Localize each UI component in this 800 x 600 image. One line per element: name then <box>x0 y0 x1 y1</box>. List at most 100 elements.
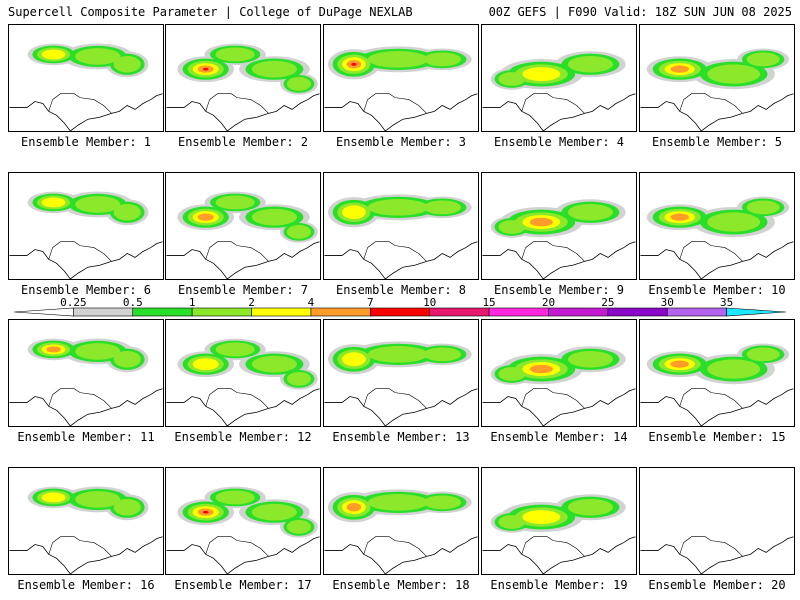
scp-contour <box>197 213 214 221</box>
colorbar-swatch <box>548 307 609 317</box>
scp-contour <box>367 346 429 363</box>
coastline-outline <box>482 241 636 279</box>
state-border-outline <box>363 93 427 114</box>
ensemble-member-map <box>8 24 164 132</box>
state-border-outline <box>48 388 112 409</box>
ensemble-member-label: Ensemble Member: 10 <box>648 283 786 297</box>
ensemble-member-label: Ensemble Member: 2 <box>177 135 309 149</box>
scp-contour <box>529 217 553 227</box>
colorbar-tick-label: 2 <box>248 296 255 309</box>
coastline-outline <box>9 536 163 574</box>
colorbar-tick-label: 4 <box>308 296 315 309</box>
scp-contour <box>41 49 66 60</box>
coastline-outline <box>324 388 478 426</box>
state-border-outline <box>48 93 112 114</box>
state-border-outline <box>679 241 743 262</box>
state-border-outline <box>363 536 427 557</box>
colorbar-swatch <box>488 307 549 317</box>
scp-contour <box>423 347 462 362</box>
colorbar-swatch <box>370 307 430 317</box>
scp-contour <box>251 503 298 521</box>
ensemble-member-label: Ensemble Member: 14 <box>490 430 628 444</box>
ensemble-member-map <box>481 172 637 280</box>
coastline-outline <box>640 241 794 279</box>
valid-time-title: 00Z GEFS | F090 Valid: 18Z SUN JUN 08 20… <box>488 5 792 19</box>
ensemble-member-map <box>481 24 637 132</box>
scp-contour <box>670 360 689 368</box>
color-scale-legend: 0.25 0.5 1 2 4 7 10 15 20 25 30 35 <box>13 296 787 317</box>
scp-contour <box>346 503 362 512</box>
scp-contour <box>423 200 462 215</box>
scp-contour <box>522 67 561 82</box>
ensemble-member-label: Ensemble Member: 20 <box>648 578 786 592</box>
coastline-outline <box>166 388 320 426</box>
scp-contour <box>746 200 780 215</box>
state-border-outline <box>205 241 269 262</box>
scp-contour <box>498 220 526 234</box>
state-border-outline <box>363 241 427 262</box>
ensemble-member-map <box>323 467 479 575</box>
scp-contour <box>192 358 219 371</box>
ensemble-member-map <box>165 467 321 575</box>
colorbar-swatch <box>191 307 252 317</box>
ensemble-member-map <box>481 319 637 427</box>
scp-contour <box>215 490 255 505</box>
ensemble-member-map <box>323 24 479 132</box>
scp-contour <box>707 212 761 232</box>
ensemble-member-map <box>639 319 795 427</box>
ensemble-member-label: Ensemble Member: 17 <box>174 578 312 592</box>
ensemble-member-map <box>481 467 637 575</box>
coastline-outline <box>640 93 794 131</box>
colorbar-tick-label: 7 <box>367 296 374 309</box>
coastline-outline <box>482 93 636 131</box>
ensemble-member-label: Ensemble Member: 8 <box>335 283 467 297</box>
ensemble-member-map <box>8 467 164 575</box>
chart-title: Supercell Composite Parameter | College … <box>8 5 413 19</box>
ensemble-member-map <box>323 319 479 427</box>
ensemble-member-map <box>165 172 321 280</box>
ensemble-member-map <box>639 467 795 575</box>
state-border-outline <box>205 388 269 409</box>
scp-contour <box>522 510 561 525</box>
colorbar-swatch <box>607 307 668 317</box>
coastline-outline <box>324 241 478 279</box>
coastline-outline <box>166 93 320 131</box>
scp-contour <box>202 510 209 514</box>
coastline-outline <box>482 388 636 426</box>
scp-contour <box>367 494 429 511</box>
scp-contour <box>286 76 312 91</box>
scp-contour <box>567 350 614 368</box>
ensemble-member-map <box>8 172 164 280</box>
ensemble-member-label: Ensemble Member: 7 <box>177 283 309 297</box>
ensemble-member-label: Ensemble Member: 13 <box>332 430 470 444</box>
scp-contour <box>567 203 614 221</box>
state-border-outline <box>521 241 585 262</box>
scp-contour <box>75 343 121 360</box>
scp-contour <box>286 371 312 386</box>
colorbar-tick-label: 10 <box>423 296 436 309</box>
scp-contour <box>75 491 121 508</box>
ensemble-member-map <box>639 172 795 280</box>
ensemble-member-label: Ensemble Member: 15 <box>648 430 786 444</box>
scp-contour <box>423 52 462 67</box>
coastline-outline <box>9 388 163 426</box>
coastline-outline <box>640 388 794 426</box>
colorbar-swatch <box>73 307 134 317</box>
coastline-outline <box>9 93 163 131</box>
ensemble-member-map <box>165 24 321 132</box>
state-border-outline <box>205 93 269 114</box>
coastline-outline <box>482 536 636 574</box>
state-border-outline <box>48 241 112 262</box>
ensemble-member-label: Ensemble Member: 11 <box>17 430 155 444</box>
colorbar-swatch <box>429 307 490 317</box>
scp-contour <box>498 515 526 529</box>
scp-contour <box>41 492 66 503</box>
state-border-outline <box>521 536 585 557</box>
scp-contour <box>707 64 761 84</box>
colorbar-tick-label: 35 <box>720 296 733 309</box>
scp-contour <box>215 47 255 62</box>
scp-contour <box>498 367 526 381</box>
scp-contour <box>113 498 141 516</box>
colorbar-tick-label: 0.25 <box>60 296 87 309</box>
coastline-outline <box>9 241 163 279</box>
